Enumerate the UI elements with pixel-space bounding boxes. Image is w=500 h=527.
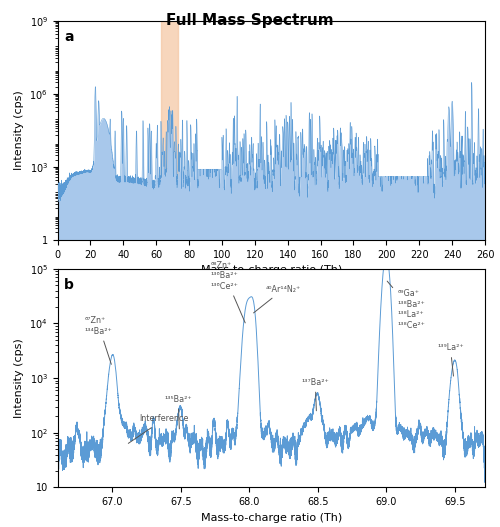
X-axis label: Mass-to-charge ratio (Th): Mass-to-charge ratio (Th) [200,265,342,275]
Text: ⁶⁷Zn⁺
¹³⁴Ba²⁺: ⁶⁷Zn⁺ ¹³⁴Ba²⁺ [85,316,112,364]
Text: Interference: Interference [128,414,189,443]
Text: ⁴⁰Ar¹⁴N₂⁺: ⁴⁰Ar¹⁴N₂⁺ [254,285,301,313]
Bar [161,21,178,240]
Text: a: a [64,30,74,44]
Text: ¹³⁷Ba²⁺: ¹³⁷Ba²⁺ [302,377,329,411]
Text: ⁶⁹Ga⁺
¹³⁸Ba²⁺
¹³⁸La²⁺
¹³⁸Ce²⁺: ⁶⁹Ga⁺ ¹³⁸Ba²⁺ ¹³⁸La²⁺ ¹³⁸Ce²⁺ [387,281,425,329]
X-axis label: Mass-to-charge ratio (Th): Mass-to-charge ratio (Th) [200,513,342,523]
Text: b: b [64,278,74,291]
Y-axis label: Intensity (cps): Intensity (cps) [14,338,24,418]
Y-axis label: Intensity (cps): Intensity (cps) [14,91,24,170]
Text: ⁶⁸Zn⁺
¹³⁶Ba²⁺
¹³⁶Ce²⁺: ⁶⁸Zn⁺ ¹³⁶Ba²⁺ ¹³⁶Ce²⁺ [211,261,245,323]
Text: ¹³⁵Ba²⁺: ¹³⁵Ba²⁺ [164,395,192,429]
Text: ¹³⁹La²⁺: ¹³⁹La²⁺ [437,343,464,376]
Text: Full Mass Spectrum: Full Mass Spectrum [166,13,334,28]
